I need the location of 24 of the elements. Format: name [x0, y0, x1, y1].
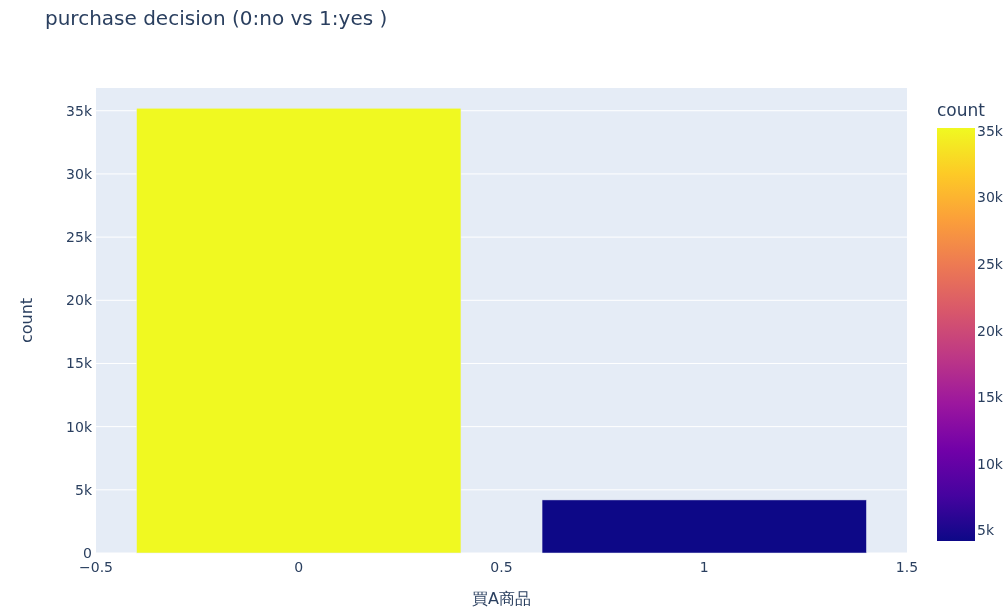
color-bar-title: count [937, 100, 986, 120]
color-bar-label: 15k [977, 389, 1004, 406]
y-tick-label: 15k [66, 355, 93, 372]
color-bar-label: 30k [977, 189, 1004, 206]
x-tick-label: 0.5 [490, 559, 513, 575]
color-bar-label: 35k [977, 122, 1004, 139]
y-axis-title: count [17, 297, 36, 344]
x-tick-label: 0 [294, 559, 304, 575]
y-tick-label: 35k [66, 102, 93, 119]
y-tick-label: 25k [66, 229, 93, 246]
color-bar-label: 25k [977, 255, 1004, 272]
y-tick-label: 5k [74, 481, 93, 498]
y-tick-label: 20k [66, 292, 93, 309]
x-tick-label: 1 [699, 559, 709, 575]
chart-title: purchase decision (0:no vs 1:yes ) [45, 6, 388, 30]
x-axis-title: 買A商品 [472, 589, 531, 608]
color-bar-label: 20k [977, 322, 1004, 339]
x-tick-label: −0.5 [79, 559, 113, 575]
y-tick-label: 0 [83, 545, 92, 561]
color-bar-label: 5k [977, 522, 995, 539]
y-tick-label: 10k [66, 418, 93, 435]
x-tick-label: 1.5 [895, 559, 919, 575]
color-bar-label: 10k [977, 455, 1004, 472]
y-tick-label: 30k [66, 165, 93, 182]
